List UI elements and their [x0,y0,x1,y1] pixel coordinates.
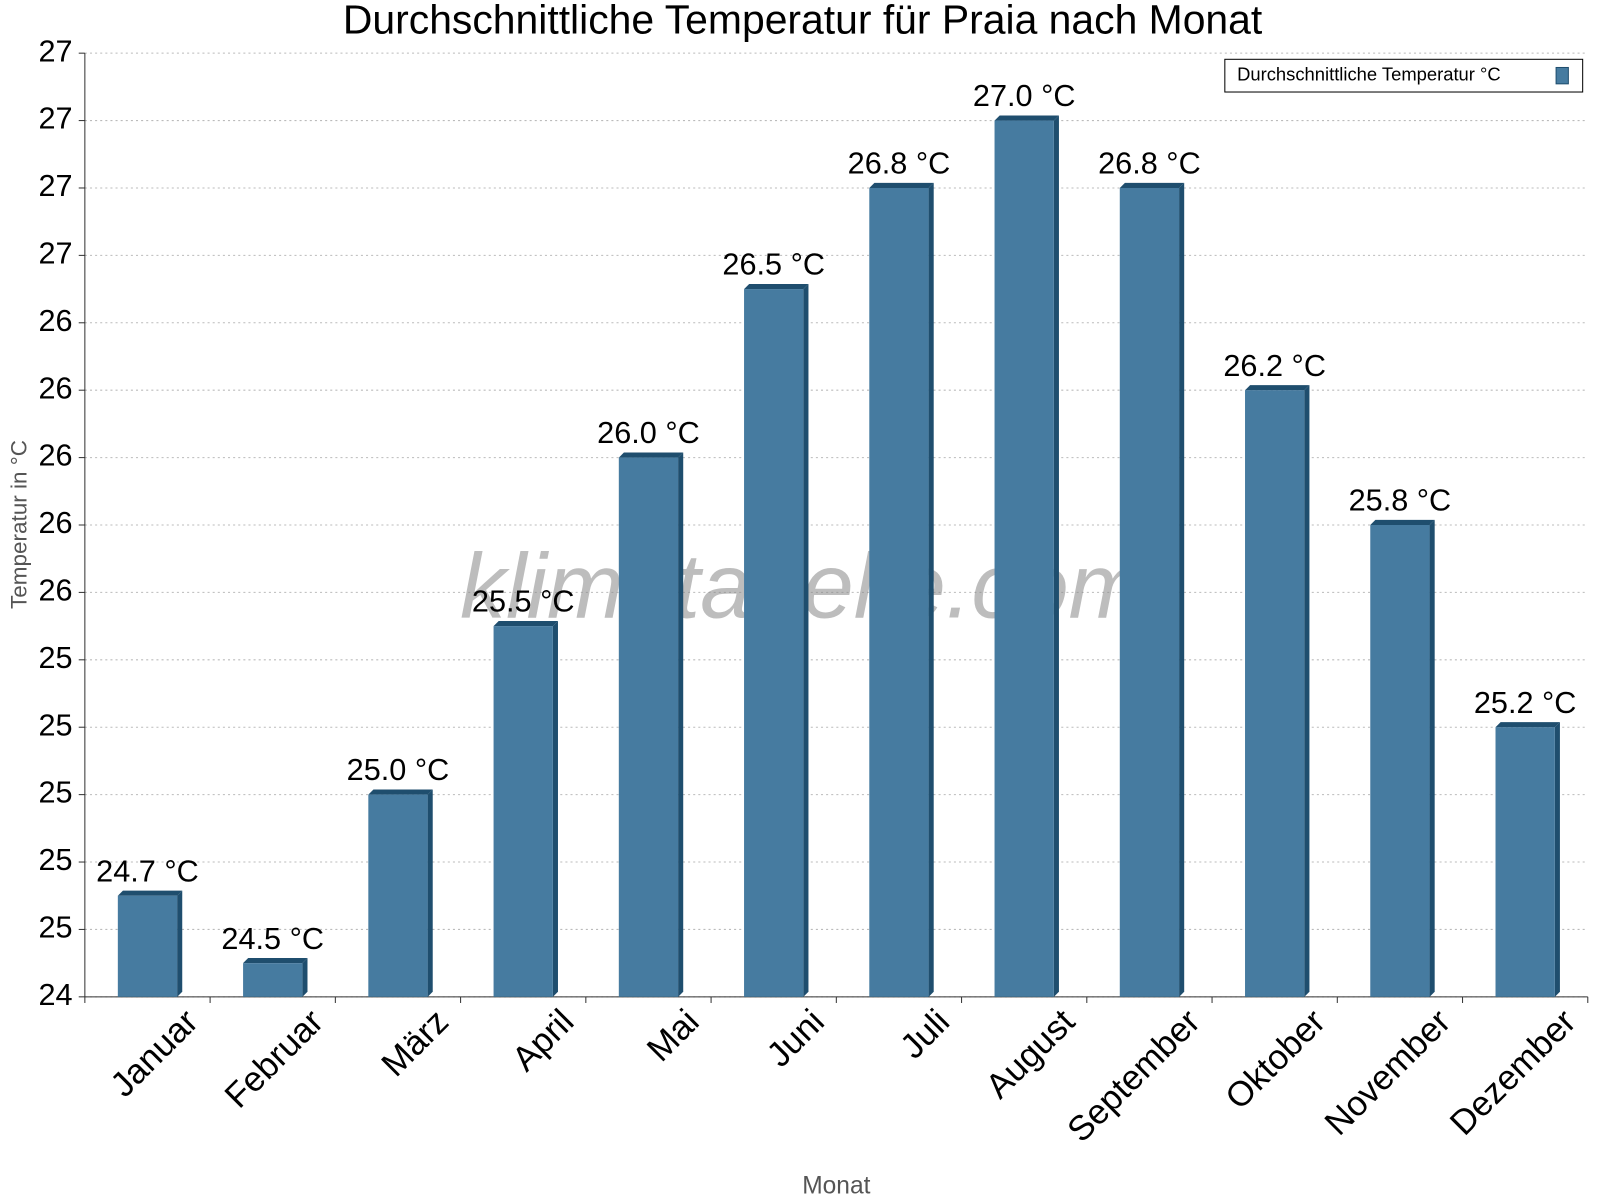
data-label: 27.0 °C [973,79,1076,113]
data-label: 24.5 °C [221,922,324,956]
bar [1119,187,1180,997]
bar-top [368,789,433,795]
bar-side [177,890,183,997]
y-tick-label: 25 [38,911,72,945]
bar [994,120,1054,997]
bar-side [1053,115,1059,997]
bar-side [1554,722,1560,997]
y-tick-label: 27 [38,102,72,136]
bar-top [1370,519,1435,526]
y-tick-label: 26 [38,371,72,405]
bar [243,963,303,997]
legend-label: Durchschnittliche Temperatur °C [1237,64,1501,85]
bar [368,794,428,997]
bar-side [552,620,558,997]
data-label: 25.8 °C [1349,484,1452,518]
bar-top [493,620,558,627]
y-tick-label: 26 [38,439,72,473]
y-tick-label: 27 [38,169,72,203]
y-tick-label: 26 [38,506,72,540]
data-label: 26.8 °C [848,147,951,181]
bar [1495,727,1555,997]
data-label: 25.5 °C [472,585,575,619]
data-label: 24.7 °C [96,854,199,888]
y-tick-label: 26 [38,304,72,338]
bar [1245,390,1305,997]
bar-side [1304,385,1310,997]
bar-side [678,452,684,997]
bar-top [618,452,684,458]
bar [117,895,178,997]
y-tick-label: 27 [38,236,72,270]
y-tick-label: 25 [38,708,72,742]
y-tick-label: 25 [38,776,72,810]
bar [1370,525,1430,997]
chart-title: Durchschnittliche Temperatur für Praia n… [343,0,1263,42]
bar-top [1495,722,1560,728]
bar [493,626,553,997]
bar-top [744,283,809,290]
bar-side [928,182,934,997]
bar-side [1429,519,1435,997]
bar-side [1179,182,1185,997]
legend-box [1224,58,1584,93]
bar-top [117,890,183,896]
bar-top [869,182,934,188]
legend: Durchschnittliche Temperatur °C [1224,58,1584,93]
y-tick-label: 27 [38,34,72,68]
bar-side [302,958,308,997]
y-tick-label: 24 [38,978,72,1012]
bar-top [994,115,1059,121]
data-label: 25.0 °C [347,753,450,787]
bar [618,457,679,997]
y-tick-label: 25 [38,843,72,877]
y-axis-title: Temperatur in °C [6,440,31,609]
data-label: 26.5 °C [722,248,825,282]
data-label: 25.2 °C [1474,686,1577,720]
x-axis-title: Monat [802,1172,870,1199]
bar [744,289,804,997]
data-label: 26.2 °C [1223,349,1326,383]
data-label: 26.0 °C [597,416,700,450]
bar-top [1119,182,1185,188]
bar [869,187,929,997]
y-tick-label: 26 [38,574,72,608]
data-label: 26.8 °C [1098,147,1201,181]
bar-top [1245,385,1310,391]
bar-side [427,789,433,997]
bar-top [243,958,308,964]
y-tick-label: 25 [38,641,72,675]
bar-side [803,283,809,997]
legend-swatch [1555,66,1569,85]
